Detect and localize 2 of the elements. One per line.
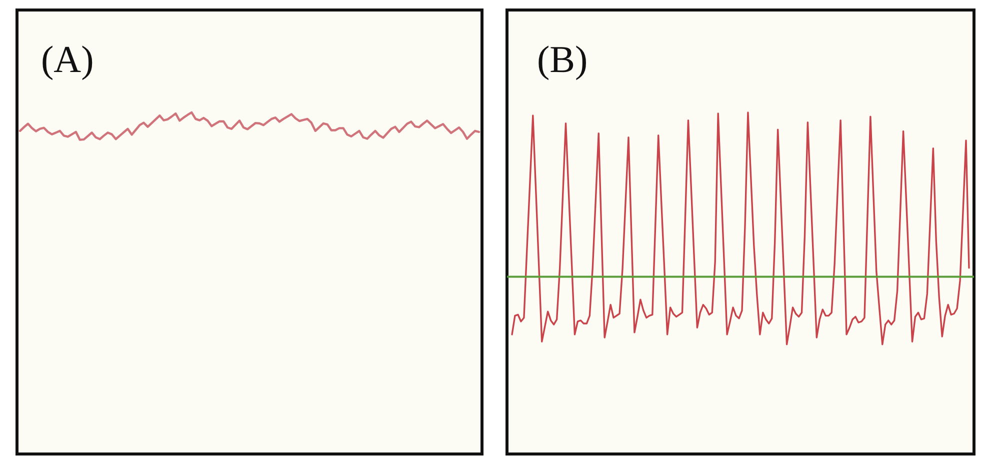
chart-title: (A) xyxy=(41,39,94,81)
chart-title: (B) xyxy=(537,39,588,81)
